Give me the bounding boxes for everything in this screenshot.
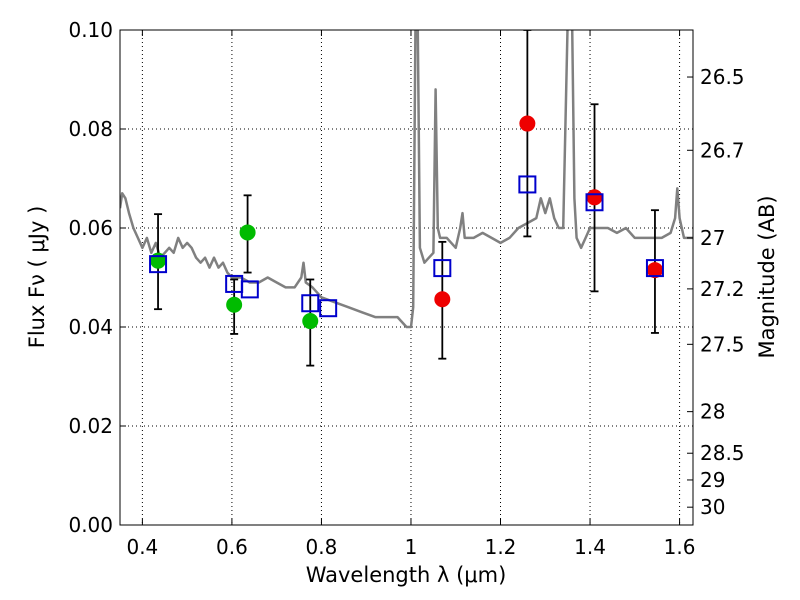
error-bar-layer <box>154 30 659 367</box>
model-point <box>240 280 259 299</box>
y-tick-label: 0.06 <box>68 216 113 240</box>
model-point <box>433 259 452 278</box>
y-axis-title-left: Flux Fν ( μJy ) <box>25 206 49 349</box>
data-point <box>226 296 243 313</box>
data-point <box>302 313 319 330</box>
mag-tick-label: 28 <box>700 400 725 424</box>
y-tick-label: 0.04 <box>68 315 113 339</box>
axis-ticks: 0.4 0.6 0.8 1 1.2 1.4 1.6 0.00 0.02 0.04 0.06 0.08 0… <box>68 18 744 559</box>
model-point <box>319 299 338 318</box>
mag-tick-label: 27.5 <box>700 332 745 356</box>
model-point <box>645 259 664 278</box>
model-point <box>585 193 604 212</box>
mag-tick-label: 27 <box>700 226 725 250</box>
mag-tick-label: 29 <box>700 468 725 492</box>
x-tick-label: 0.8 <box>306 535 338 559</box>
x-tick-label: 1.4 <box>574 535 606 559</box>
mag-tick-label: 26.5 <box>700 65 745 89</box>
x-tick-label: 1.2 <box>485 535 517 559</box>
grid <box>120 30 693 525</box>
model-sed-layer <box>120 30 693 329</box>
model-sed-line <box>120 30 693 329</box>
data-point <box>519 115 536 132</box>
y-tick-label: 0.00 <box>68 513 113 537</box>
model-point <box>149 255 168 274</box>
plot-frame <box>119 29 694 526</box>
mag-tick-label: 26.7 <box>700 138 745 162</box>
mag-tick-label: 27.2 <box>700 277 745 301</box>
mag-tick-label: 28.5 <box>700 441 745 465</box>
model-point <box>518 175 537 194</box>
y-tick-label: 0.10 <box>68 18 113 42</box>
x-axis-title: Wavelength λ (μm) <box>306 563 507 587</box>
x-tick-label: 0.6 <box>216 535 248 559</box>
data-point <box>239 224 256 241</box>
x-tick-label: 0.4 <box>126 535 158 559</box>
y-tick-label: 0.08 <box>68 117 113 141</box>
mag-tick-label: 30 <box>700 495 725 519</box>
data-point <box>434 291 451 308</box>
x-tick-label: 1 <box>405 535 418 559</box>
y-tick-label: 0.02 <box>68 414 113 438</box>
x-tick-label: 1.6 <box>664 535 696 559</box>
model-point <box>301 294 320 313</box>
y-axis-title-right: Magnitude (AB) <box>755 195 779 358</box>
data-point <box>586 189 603 206</box>
marker-layer <box>149 115 664 330</box>
